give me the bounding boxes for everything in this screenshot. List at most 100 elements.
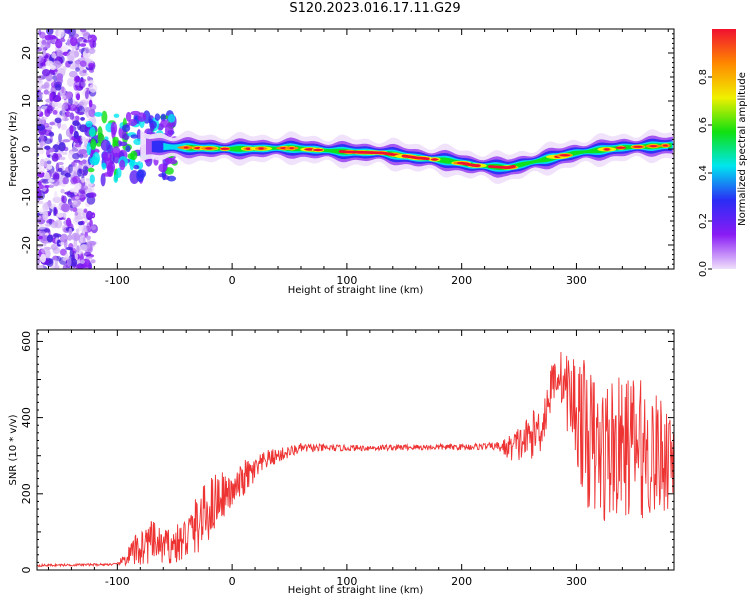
- noise-blob: [40, 248, 49, 254]
- transition-blob: [86, 142, 92, 156]
- x-tick-label: 0: [229, 575, 236, 588]
- noise-blob: [53, 173, 60, 180]
- noise-blob: [48, 131, 55, 137]
- x-tick-label: 300: [566, 274, 587, 287]
- colorbar-tick-label: 0.6: [698, 117, 709, 133]
- noise-blob: [86, 210, 93, 221]
- transition-blob: [137, 112, 147, 122]
- x-tick-label: 200: [451, 575, 472, 588]
- x-tick-label: 200: [451, 274, 472, 287]
- noise-blob: [54, 84, 62, 91]
- transition-blob: [125, 111, 132, 122]
- noise-blob: [52, 110, 58, 115]
- noise-blob: [77, 168, 83, 177]
- noise-blob: [76, 93, 81, 101]
- noise-blob: [56, 73, 64, 81]
- noise-blob: [82, 32, 91, 40]
- x-tick-label: 100: [336, 274, 357, 287]
- noise-blob: [40, 253, 47, 263]
- noise-blob: [61, 95, 67, 100]
- noise-blob: [41, 68, 51, 77]
- noise-blob: [77, 221, 84, 226]
- transition-blob: [130, 110, 141, 116]
- snr-series-line: [37, 352, 674, 568]
- hotspot-red: [430, 158, 439, 161]
- noise-blob: [48, 184, 55, 188]
- y-tick-label: -10: [20, 188, 33, 206]
- noise-blob: [56, 50, 64, 58]
- noise-blob: [40, 158, 45, 167]
- noise-blob: [39, 209, 44, 215]
- noise-blob: [92, 40, 97, 48]
- colorbar-tick-label: 0.8: [698, 69, 709, 85]
- noise-blob: [76, 111, 85, 115]
- hotspot-red: [424, 157, 430, 161]
- heatmap-xlabel: Height of straight line (km): [288, 285, 424, 296]
- transition-blob: [119, 141, 128, 147]
- transition-blob: [136, 169, 145, 183]
- transition-blob: [111, 146, 121, 158]
- heatmap-noise-region: [37, 29, 179, 269]
- noise-blob: [66, 256, 72, 267]
- noise-blob: [48, 258, 54, 265]
- hotspot-red: [205, 147, 213, 150]
- noise-blob: [80, 117, 85, 121]
- noise-blob: [63, 238, 68, 249]
- transition-blob: [110, 121, 118, 136]
- noise-blob: [74, 196, 80, 200]
- noise-blob: [38, 235, 43, 240]
- noise-blob: [80, 244, 88, 251]
- noise-blob: [58, 133, 63, 143]
- noise-blob: [37, 105, 42, 115]
- noise-blob: [90, 259, 96, 264]
- noise-blob: [69, 112, 75, 120]
- y-tick-label: 400: [20, 407, 33, 428]
- noise-blob: [68, 29, 76, 37]
- noise-blob: [57, 92, 61, 100]
- hotspot-red: [258, 147, 264, 150]
- noise-blob: [69, 124, 74, 135]
- noise-blob: [37, 91, 44, 99]
- snr-frame: [36, 329, 675, 571]
- transition-blob: [167, 114, 176, 123]
- transition-blob: [133, 138, 143, 146]
- noise-blob: [74, 182, 82, 190]
- noise-blob: [76, 37, 83, 43]
- noise-blob: [61, 195, 67, 204]
- noise-blob: [85, 256, 93, 260]
- noise-blob: [80, 259, 85, 264]
- noise-blob: [52, 178, 60, 187]
- noise-blob: [57, 167, 63, 172]
- snr-xlabel: Height of straight line (km): [288, 585, 424, 596]
- noise-blob: [54, 257, 58, 267]
- noise-blob: [72, 120, 80, 127]
- colorbar-label: Normalized spectral amplitude: [737, 72, 748, 226]
- y-tick-label: 0: [20, 146, 33, 153]
- noise-blob: [67, 234, 73, 241]
- transition-blob: [127, 153, 135, 160]
- transition-blob: [113, 174, 119, 183]
- noise-blob: [60, 38, 66, 43]
- transition-blob: [94, 111, 103, 117]
- noise-blob: [37, 264, 44, 269]
- noise-blob: [46, 160, 52, 165]
- noise-blob: [72, 200, 78, 205]
- noise-blob: [37, 225, 46, 230]
- transition-blob: [130, 134, 139, 139]
- noise-blob: [37, 117, 42, 126]
- y-tick-label: 10: [20, 94, 33, 108]
- noise-blob: [80, 136, 87, 142]
- noise-blob: [74, 215, 80, 223]
- noise-blob: [56, 102, 63, 109]
- noise-blob: [75, 61, 80, 70]
- transition-blob: [100, 173, 106, 187]
- noise-blob: [44, 184, 50, 189]
- noise-blob: [83, 208, 88, 213]
- noise-blob: [61, 45, 69, 54]
- noise-blob: [51, 100, 58, 108]
- noise-blob: [42, 211, 49, 221]
- noise-blob: [43, 228, 51, 233]
- noise-blob: [49, 121, 56, 126]
